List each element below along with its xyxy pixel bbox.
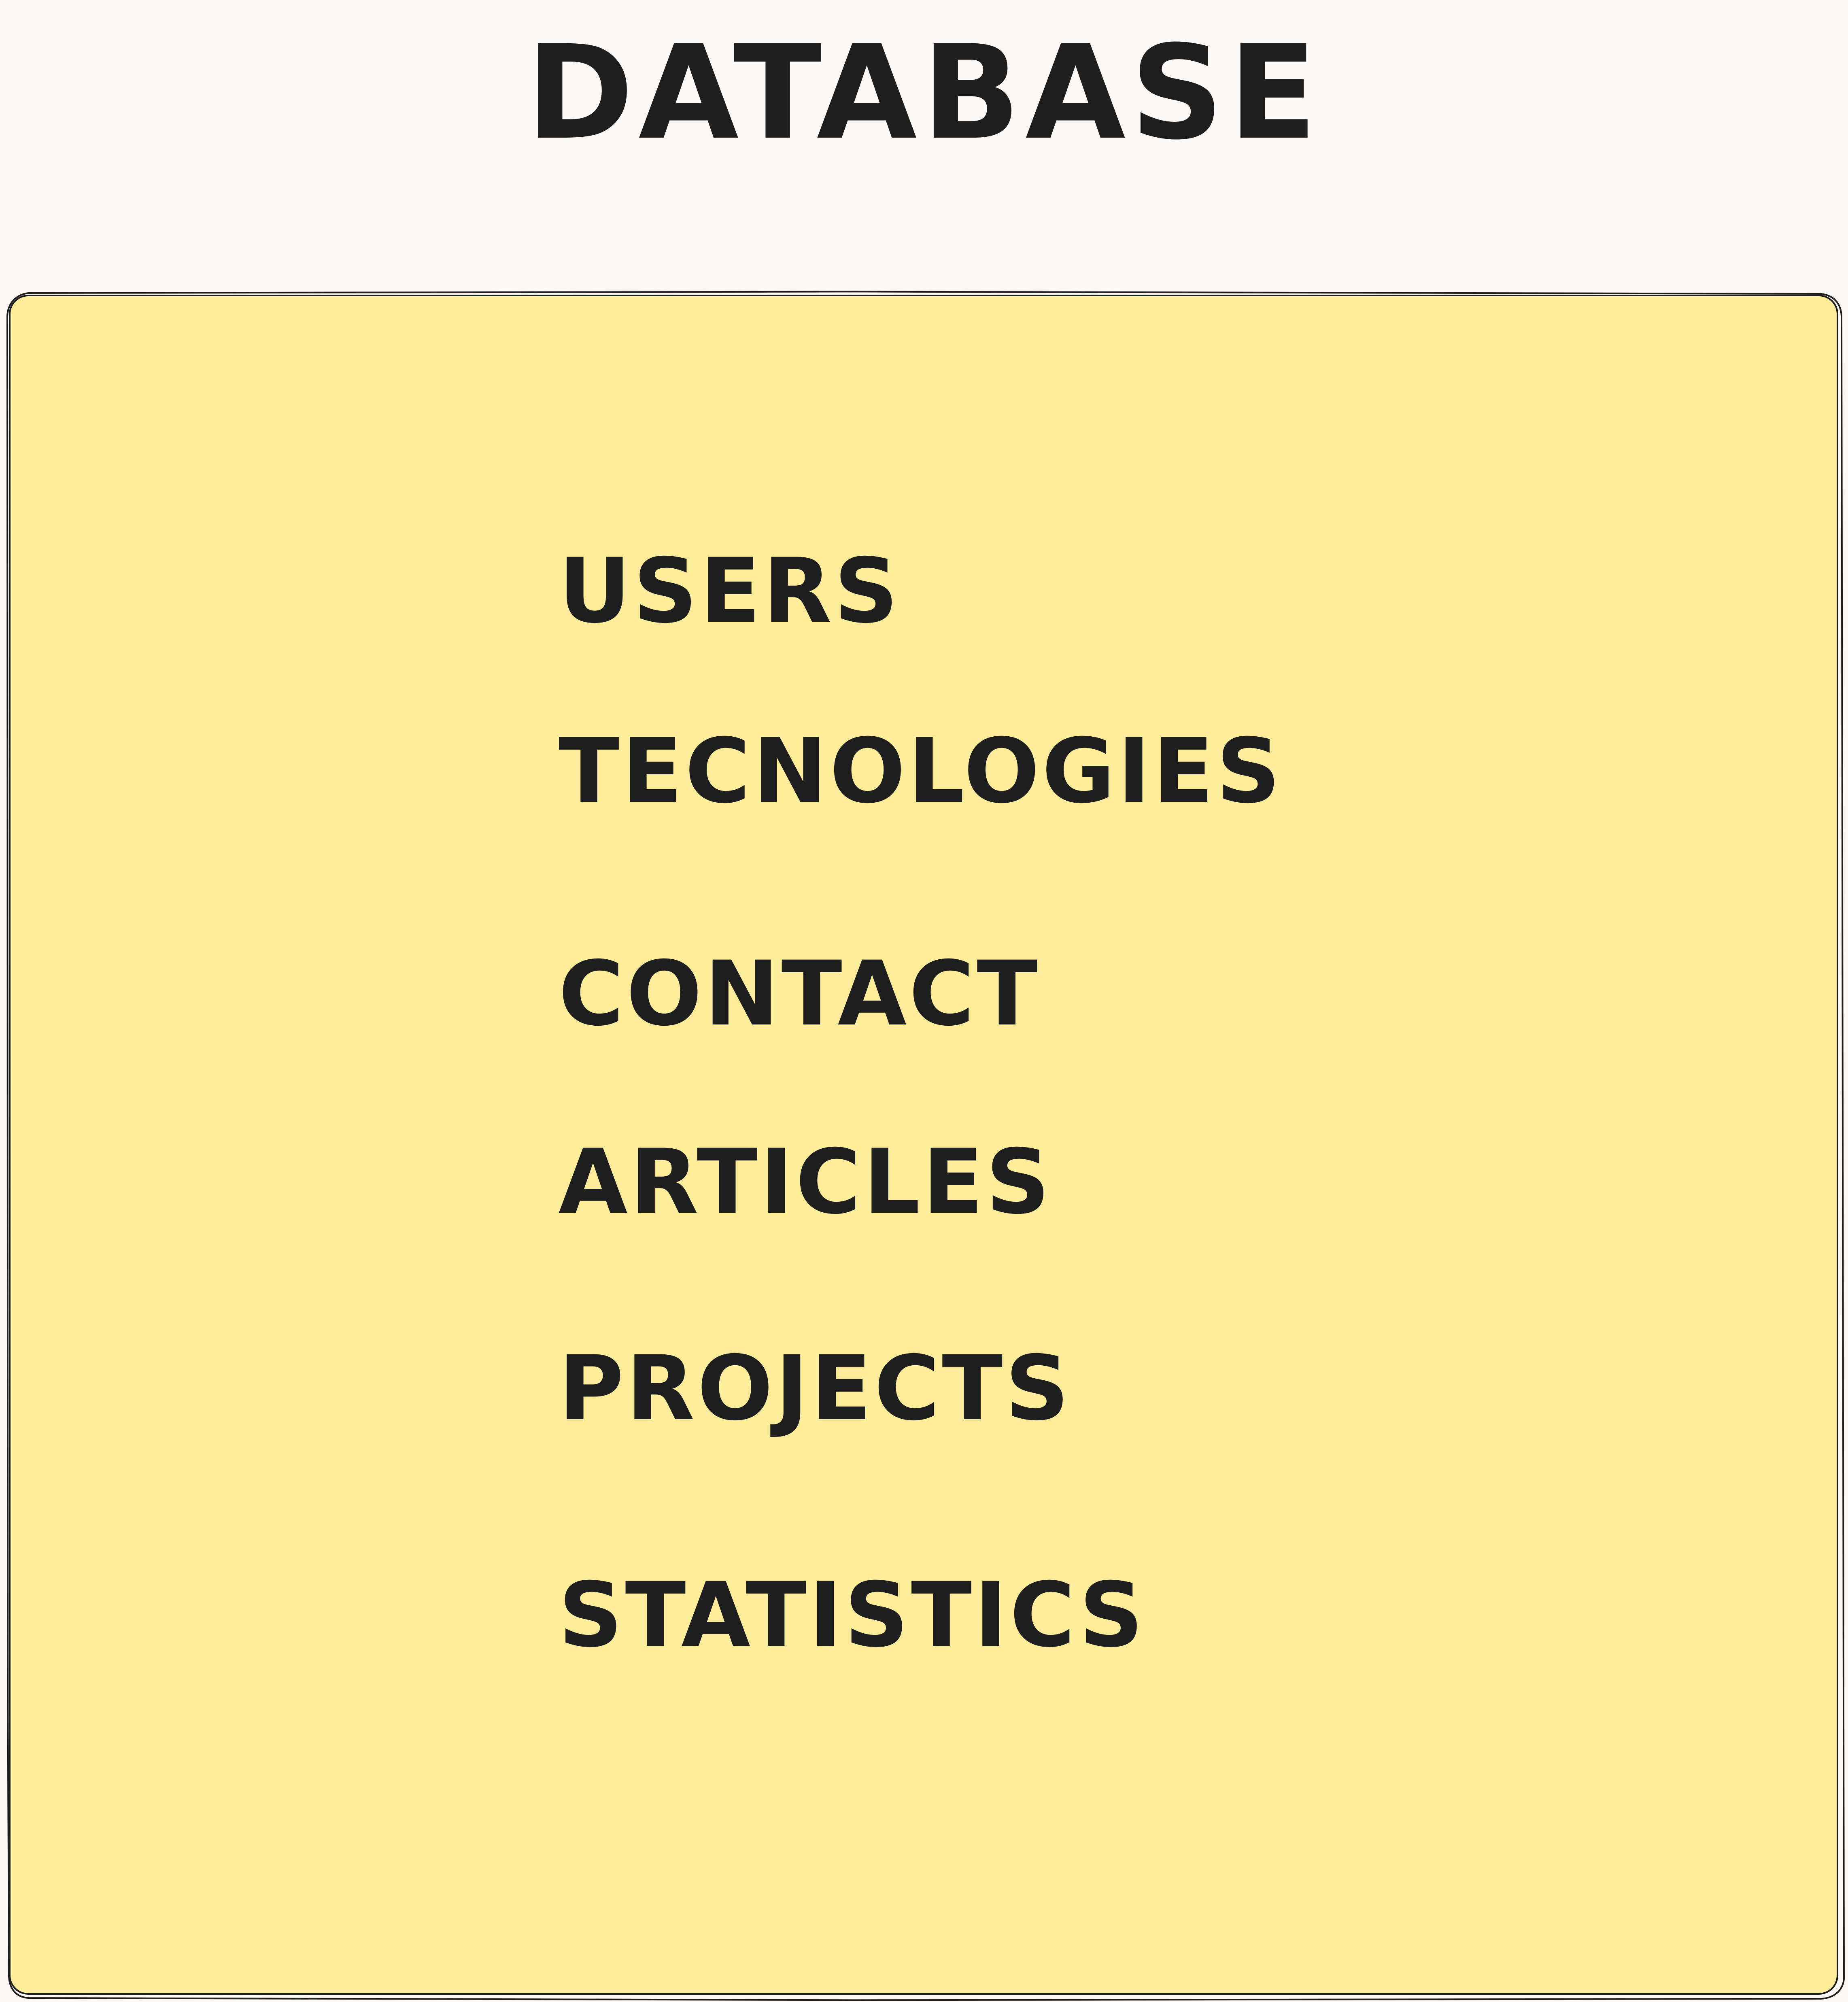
table-statistics: STATISTICS: [559, 1563, 1146, 1667]
table-contact: CONTACT: [559, 942, 1040, 1046]
table-articles: ARTICLES: [559, 1130, 1053, 1234]
table-tecnologies: TECNOLOGIES: [559, 719, 1283, 823]
table-users: USERS: [559, 539, 901, 643]
diagram-title: DATABASE: [526, 18, 1322, 168]
table-projects: PROJECTS: [559, 1337, 1072, 1440]
